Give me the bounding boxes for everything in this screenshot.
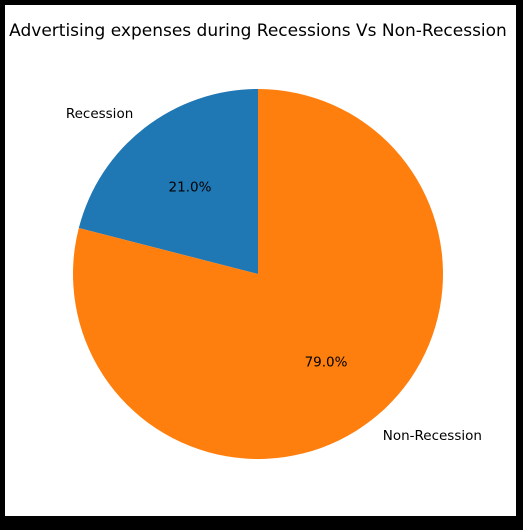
slice-label-non-recession: Non-Recession (383, 428, 482, 444)
slice-label-recession: Recession (66, 106, 133, 122)
pie-slice-non-recession (73, 89, 444, 459)
pie-chart: Advertising expenses during Recessions V… (9, 21, 507, 459)
pie-labels: Recession 21.0% Non-Recession 79.0% (66, 106, 482, 444)
figure-canvas: Advertising expenses during Recessions V… (5, 5, 516, 516)
chart-title: Advertising expenses during Recessions V… (9, 21, 507, 41)
pie-slice-recession (78, 89, 258, 274)
slice-pct-non-recession: 79.0% (305, 355, 348, 371)
pie-slices (73, 89, 444, 459)
slice-pct-recession: 21.0% (169, 179, 212, 195)
